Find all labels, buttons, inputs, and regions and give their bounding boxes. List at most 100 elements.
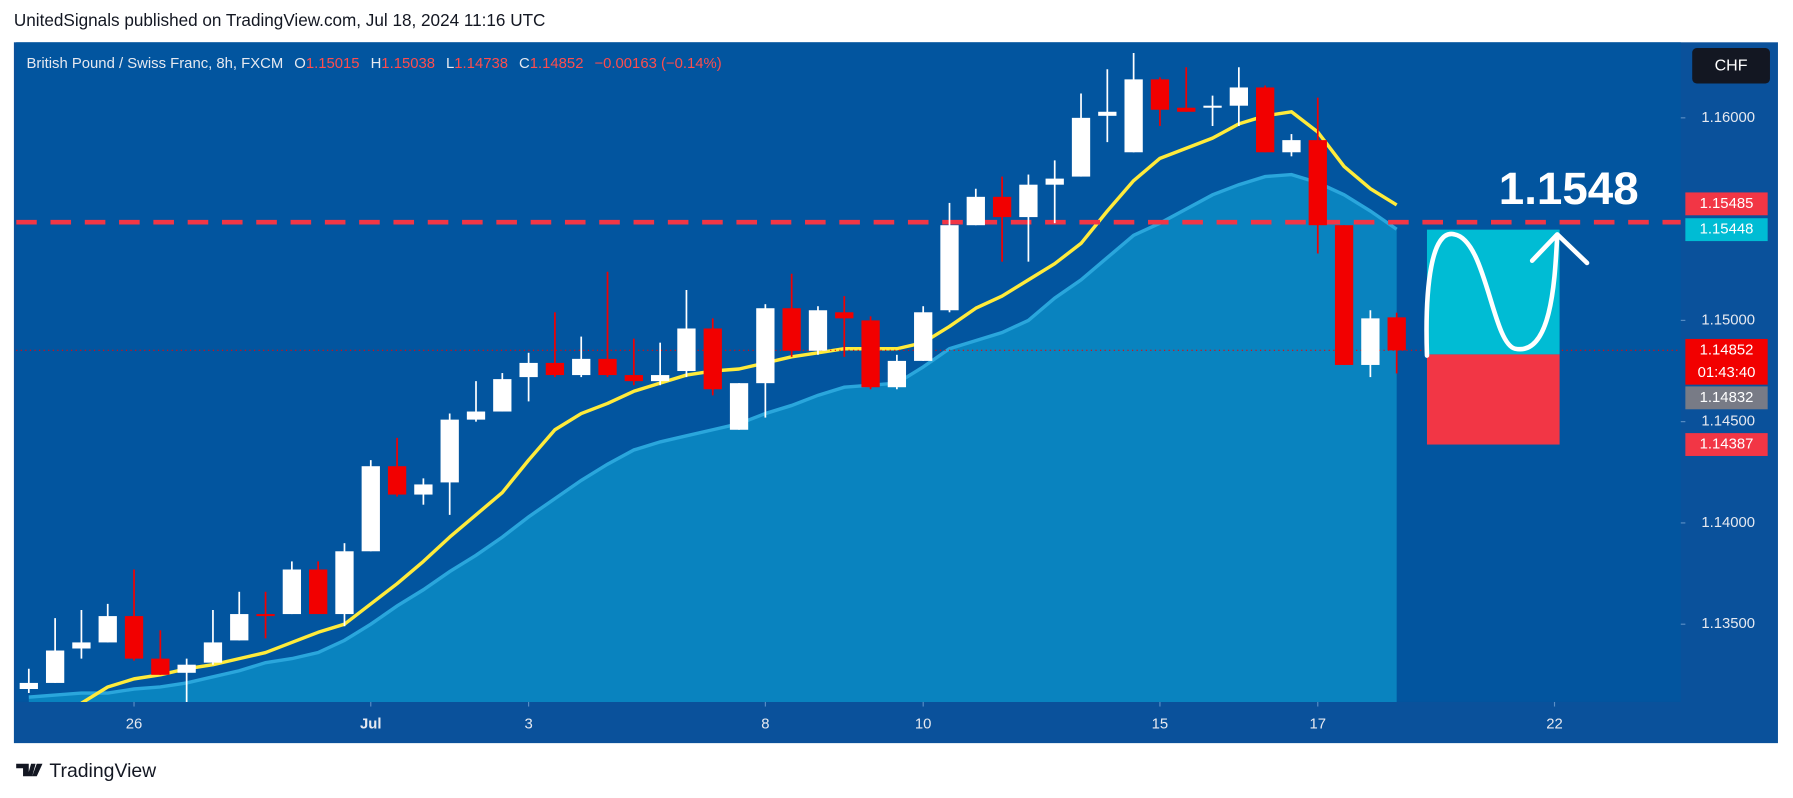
candle-body [966, 196, 985, 226]
candle-body [624, 375, 643, 382]
price-line-label-text: 1.15485 [1700, 196, 1754, 212]
annotation: 1.1548 [1499, 163, 1639, 214]
candle-body [519, 362, 538, 378]
c-letter: C [519, 56, 530, 72]
l-letter: L [446, 56, 454, 72]
candle-body [572, 358, 591, 376]
candle-body [45, 650, 65, 683]
candle-body [1150, 79, 1170, 110]
candle-body [1361, 318, 1380, 365]
candle-body [1177, 107, 1196, 112]
candle-body [72, 642, 91, 649]
target-label-text: 1.15448 [1700, 222, 1754, 238]
y-tick-label: 1.13500 [1701, 616, 1755, 632]
y-tick-label: 1.14000 [1701, 515, 1755, 531]
footer: TradingView [16, 760, 157, 782]
change: −0.00163 (−0.14%) [594, 56, 721, 72]
low-value: 1.14738 [454, 56, 508, 72]
candle-body [1071, 117, 1091, 177]
x-tick-label: 3 [524, 717, 532, 733]
x-tick-label: 10 [915, 717, 932, 733]
drawn-arrow [1424, 231, 1590, 358]
candle-body [387, 466, 407, 495]
candle-body [256, 614, 275, 617]
ma-area [28, 174, 1397, 702]
candle-body [703, 328, 722, 390]
candle-body [1098, 111, 1117, 116]
candle-body [98, 616, 117, 643]
ma-line [80, 110, 1398, 702]
candle-body [1124, 79, 1143, 153]
candle-body [151, 658, 170, 675]
candle-body [1308, 140, 1327, 226]
candle-body [545, 362, 565, 376]
close-value: 1.14852 [530, 56, 584, 72]
x-tick-label: 22 [1546, 717, 1563, 733]
candle-body [677, 328, 696, 372]
brand-logo [16, 763, 43, 777]
currency-label: CHF [1715, 58, 1748, 75]
last-price-label-text: 1.14852 [1700, 342, 1754, 358]
x-tick-label: 15 [1152, 717, 1169, 733]
y-tick-label: 1.16000 [1701, 110, 1755, 126]
candle-body [861, 320, 880, 388]
entry-label-text: 1.14832 [1700, 390, 1754, 406]
stop-label-box [1685, 433, 1768, 456]
candle-body [230, 614, 249, 641]
candle-body [1282, 140, 1301, 153]
o-letter: O [294, 56, 306, 72]
target-zone [1426, 229, 1560, 355]
candle-body [177, 664, 196, 673]
candle-body [650, 375, 670, 382]
candle-body [1229, 87, 1248, 106]
candle-body [835, 312, 854, 319]
candle-body [361, 466, 380, 552]
target-label-box [1685, 218, 1768, 242]
stop-label-text: 1.14387 [1700, 436, 1754, 452]
candle-body [282, 569, 302, 615]
currency-button[interactable] [1692, 48, 1770, 84]
h-letter: H [371, 56, 382, 72]
legend: British Pound / Swiss Franc, 8h, FXCM O1… [26, 56, 721, 72]
price-axis: 1.13500 1.14000 1.14500 1.15000 1.16000 26 Jul… [126, 110, 1768, 733]
x-tick-label: 8 [761, 717, 769, 733]
countdown: 01:43:40 [1698, 365, 1756, 381]
candle-body [1387, 317, 1406, 351]
candle-body [940, 225, 959, 311]
candle-body [124, 616, 144, 659]
plot: 1.1548 [16, 53, 1681, 702]
candle-body [19, 682, 38, 690]
open-value: 1.15015 [306, 56, 360, 72]
candle-body [808, 310, 828, 351]
candle-body [992, 196, 1012, 218]
candle-body [309, 569, 328, 615]
candle-body [914, 312, 933, 361]
candle-body [335, 551, 354, 615]
high-value: 1.15038 [381, 56, 435, 72]
candle-body [1256, 87, 1275, 153]
price-line-label-box [1685, 192, 1768, 216]
candle-body [1019, 184, 1038, 218]
candle-body [493, 379, 512, 412]
candle-body [1045, 178, 1064, 185]
publisher-line: UnitedSignals published on TradingView.c… [14, 10, 546, 30]
candle-body [756, 308, 775, 384]
entry-label-box [1685, 386, 1768, 410]
candle-body [414, 484, 433, 495]
candle-body [466, 411, 486, 420]
x-tick-label: Jul [360, 717, 381, 733]
y-tick-label: 1.14500 [1701, 414, 1755, 430]
candle-body [1203, 105, 1222, 108]
x-tick-label: 17 [1310, 717, 1327, 733]
candle-body [1334, 225, 1354, 365]
ma-area-edge [28, 172, 1398, 699]
candle-body [598, 358, 617, 376]
candle-body [782, 308, 801, 351]
brand-name: TradingView [49, 760, 157, 782]
y-tick-label: 1.15000 [1701, 312, 1755, 328]
candle-body [729, 383, 749, 430]
x-tick-label: 26 [126, 717, 143, 733]
candle-body [440, 419, 459, 483]
candle-body [887, 360, 907, 388]
